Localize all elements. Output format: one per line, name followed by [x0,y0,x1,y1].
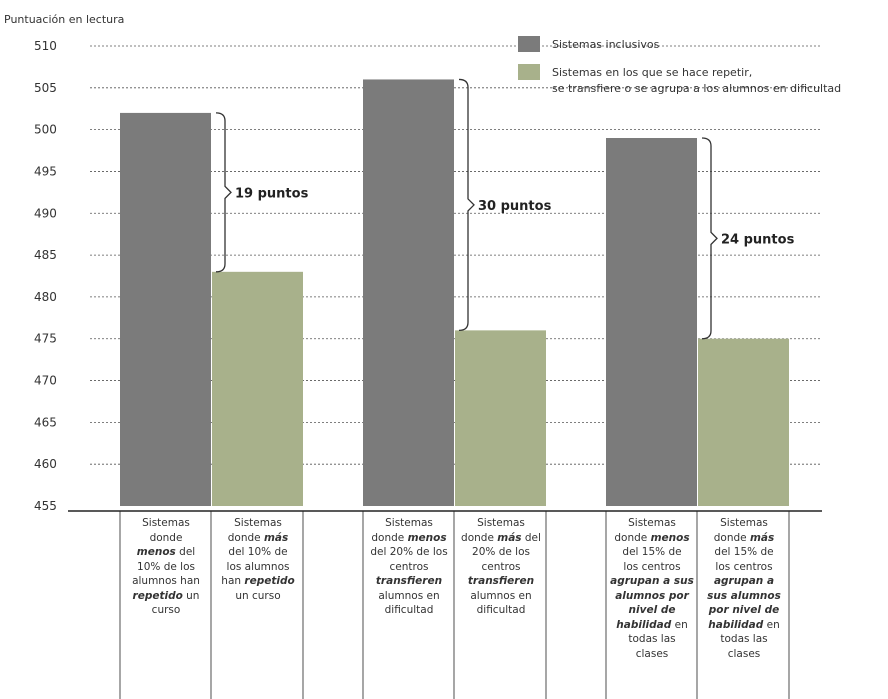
category-label: Sistemas donde menos del 20% de los centros… [370,517,448,616]
y-tick-label: 465 [34,415,57,429]
legend-swatch [518,36,540,52]
bar-3-inclusive [606,138,697,506]
difference-brackets: 19 puntos 30 puntos 24 puntos [215,78,795,340]
y-tick-label: 500 [34,123,57,137]
y-tick-label: 480 [34,290,57,304]
category-label: Sistemas donde más del 20% de los centros tr… [461,517,541,616]
difference-label: 24 puntos [721,232,795,247]
legend-label: se transfiere o se agrupa a los alumnos … [552,82,841,95]
y-tick-label: 470 [34,374,57,388]
difference-bracket [215,112,232,273]
y-tick-label: 510 [34,39,57,53]
category-label: Sistemas donde más del 15% de los centros ag… [707,517,781,660]
legend-label: Sistemas en los que se hace repetir, [552,66,752,79]
x-axis [68,510,822,699]
y-tick-label: 485 [34,248,57,262]
category-label: Sistemas donde menos del 10% de los alumnos … [132,517,200,616]
difference-label: 30 puntos [478,199,552,214]
bar-2-selective [455,330,546,506]
bar-2-inclusive [363,79,454,507]
bars [120,79,789,507]
legend-swatch [518,64,540,80]
y-tick-labels: 510 505 500 495 490 485 480 475 470 465 460 455 [34,39,57,513]
category-label: Sistemas donde menos del 15% de los centros… [610,517,694,660]
bar-1-inclusive [120,112,211,506]
y-tick-label: 455 [34,499,57,513]
y-tick-label: 505 [34,81,57,95]
y-tick-label: 460 [34,457,57,471]
y-tick-label: 490 [34,206,57,220]
y-tick-label: 495 [34,164,57,178]
difference-label: 19 puntos [235,186,309,201]
bar-3-selective [698,338,789,506]
difference-bracket [701,137,718,340]
bar-1-selective [212,271,303,506]
legend: Sistemas inclusivos Sistemas en los que s… [518,36,841,95]
legend-label: Sistemas inclusivos [552,38,660,51]
y-axis-title: Puntuación en lectura [4,13,124,26]
difference-bracket [458,78,475,332]
y-tick-label: 475 [34,332,57,346]
category-label: Sistemas donde más del 10% de los alumnos ha… [221,517,295,602]
